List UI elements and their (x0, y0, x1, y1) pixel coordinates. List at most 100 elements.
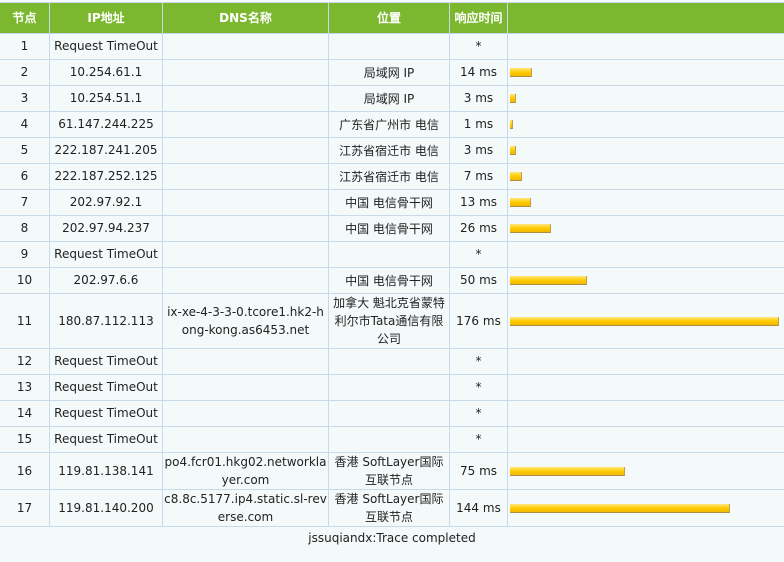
latency-bar (510, 146, 516, 155)
dns-cell (163, 401, 329, 427)
dns-cell (163, 164, 329, 190)
latency-bar-cell (508, 34, 784, 60)
dns-cell: c8.8c.5177.ip4.static.sl-reverse.com (163, 490, 329, 527)
location-cell: 中国 电信骨干网 (329, 216, 450, 242)
hop-cell: 13 (0, 375, 50, 401)
time-cell: 1 ms (450, 112, 508, 138)
time-cell: 176 ms (450, 294, 508, 349)
dns-cell (163, 349, 329, 375)
header-ip: IP地址 (50, 3, 163, 34)
latency-bar-cell (508, 349, 784, 375)
header-dns: DNS名称 (163, 3, 329, 34)
latency-bar-cell (508, 86, 784, 112)
header-time: 响应时间 (450, 3, 508, 34)
hop-cell: 7 (0, 190, 50, 216)
location-cell: 江苏省宿迁市 电信 (329, 164, 450, 190)
time-cell: 7 ms (450, 164, 508, 190)
time-cell: 3 ms (450, 86, 508, 112)
time-cell: * (450, 34, 508, 60)
latency-bar (510, 276, 587, 285)
ip-cell: 202.97.6.6 (50, 268, 163, 294)
hop-cell: 8 (0, 216, 50, 242)
time-cell: 26 ms (450, 216, 508, 242)
location-cell: 局域网 IP (329, 86, 450, 112)
location-cell (329, 34, 450, 60)
time-cell: * (450, 242, 508, 268)
ip-cell: 10.254.61.1 (50, 60, 163, 86)
ip-cell: 119.81.138.141 (50, 453, 163, 490)
ip-cell: 202.97.94.237 (50, 216, 163, 242)
location-cell: 香港 SoftLayer国际互联节点 (329, 490, 450, 527)
latency-bar-cell (508, 242, 784, 268)
dns-cell (163, 242, 329, 268)
hop-cell: 9 (0, 242, 50, 268)
ip-cell: Request TimeOut (50, 34, 163, 60)
dns-cell (163, 60, 329, 86)
location-cell (329, 427, 450, 453)
hop-cell: 6 (0, 164, 50, 190)
latency-bar-cell (508, 427, 784, 453)
ip-cell: 61.147.244.225 (50, 112, 163, 138)
hop-cell: 5 (0, 138, 50, 164)
dns-cell (163, 86, 329, 112)
latency-bar (510, 172, 522, 181)
ip-cell: 180.87.112.113 (50, 294, 163, 349)
latency-bar (510, 467, 625, 476)
time-cell: 3 ms (450, 138, 508, 164)
hop-cell: 4 (0, 112, 50, 138)
hop-cell: 1 (0, 34, 50, 60)
latency-bar (510, 120, 513, 129)
header-bar (508, 3, 784, 34)
latency-bar-cell (508, 490, 784, 527)
location-cell (329, 375, 450, 401)
time-cell: * (450, 401, 508, 427)
hop-cell: 16 (0, 453, 50, 490)
dns-cell (163, 375, 329, 401)
latency-bar-cell (508, 401, 784, 427)
ip-cell: 222.187.252.125 (50, 164, 163, 190)
ip-cell: 119.81.140.200 (50, 490, 163, 527)
location-cell: 香港 SoftLayer国际互联节点 (329, 453, 450, 490)
hop-cell: 12 (0, 349, 50, 375)
hop-cell: 11 (0, 294, 50, 349)
location-cell (329, 242, 450, 268)
dns-cell: po4.fcr01.hkg02.networklayer.com (163, 453, 329, 490)
ip-cell: 10.254.51.1 (50, 86, 163, 112)
time-cell: 50 ms (450, 268, 508, 294)
latency-bar (510, 504, 730, 513)
dns-cell (163, 216, 329, 242)
hop-cell: 15 (0, 427, 50, 453)
hop-cell: 3 (0, 86, 50, 112)
time-cell: 13 ms (450, 190, 508, 216)
location-cell: 广东省广州市 电信 (329, 112, 450, 138)
ip-cell: Request TimeOut (50, 242, 163, 268)
status-footer: jssuqiandx:Trace completed (0, 527, 784, 549)
latency-bar-cell (508, 60, 784, 86)
latency-bar (510, 68, 532, 77)
hop-cell: 2 (0, 60, 50, 86)
latency-bar (510, 94, 516, 103)
latency-bar (510, 224, 551, 233)
time-cell: * (450, 375, 508, 401)
latency-bar-cell (508, 164, 784, 190)
time-cell: 144 ms (450, 490, 508, 527)
latency-bar-cell (508, 138, 784, 164)
latency-bar-cell (508, 190, 784, 216)
dns-cell (163, 34, 329, 60)
dns-cell: ix-xe-4-3-3-0.tcore1.hk2-hong-kong.as645… (163, 294, 329, 349)
dns-cell (163, 112, 329, 138)
location-cell: 中国 电信骨干网 (329, 190, 450, 216)
time-cell: * (450, 427, 508, 453)
